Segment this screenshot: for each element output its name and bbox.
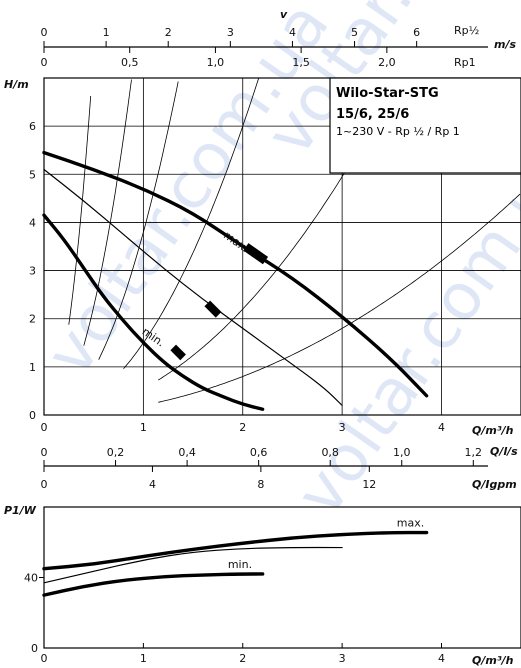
head-y-tick-label: 3 <box>29 265 36 278</box>
velocity-rphalf-tick-label: 6 <box>413 26 420 39</box>
head-y-ticks: 0 1 2 3 4 5 6 <box>29 120 36 422</box>
velocity-rp1-tick-label: 2,0 <box>378 56 396 69</box>
system-curve <box>158 193 521 403</box>
velocity-rphalf-label: Rp½ <box>454 24 479 37</box>
head-x-axis-label: Q/m³/h <box>472 424 514 437</box>
power-y-tick-label: 0 <box>31 642 38 655</box>
power-frame <box>39 506 521 649</box>
flow-ls-tick-label: 1,0 <box>393 446 411 459</box>
head-axis-label: H/m <box>4 78 29 91</box>
system-curve <box>83 79 132 346</box>
velocity-rphalf-tick-label: 4 <box>289 26 296 39</box>
head-y-tick-label: 1 <box>29 361 36 374</box>
head-x-tick-label: 1 <box>140 421 147 434</box>
flow-igpm-tick-label: 0 <box>41 478 48 491</box>
flow-ls-label: Q/l/s <box>490 445 518 458</box>
velocity-title: v <box>280 8 288 21</box>
power-series-max <box>42 530 429 571</box>
flow-ls-tick-label: 0 <box>41 446 48 459</box>
head-x-tick-label: 3 <box>339 421 346 434</box>
head-series-max <box>42 150 429 398</box>
head-y-tick-label: 0 <box>29 409 36 422</box>
head-y-tick-label: 6 <box>29 120 36 133</box>
system-curve <box>98 81 179 360</box>
flow-ls-tick-label: 0,6 <box>250 446 268 459</box>
power-x-tick-label: 0 <box>41 652 48 665</box>
flow-ls-tick-label: 0,2 <box>107 446 125 459</box>
head-x-tick-label: 2 <box>239 421 246 434</box>
speed-arrow-mark <box>170 344 186 361</box>
velocity-rp1-tick-label: 1,0 <box>207 56 225 69</box>
speed-arrow-mark <box>243 243 269 265</box>
velocity-unit: m/s <box>494 38 516 51</box>
power-x-tick-label: 3 <box>339 652 346 665</box>
velocity-rp1-tick-label: 0,5 <box>121 56 139 69</box>
flow-igpm-tick-label: 8 <box>257 478 264 491</box>
speed-arrow-mark <box>204 300 222 318</box>
flow-ls-tick-label: 1,2 <box>465 446 483 459</box>
power-plot-frame <box>43 506 521 649</box>
flow-igpm-ticks: 0 4 8 12 <box>41 466 376 491</box>
flow-ls-tick-label: 0,8 <box>321 446 339 459</box>
power-x-axis-label: Q/m³/h <box>472 654 514 667</box>
head-y-tick-label: 2 <box>29 313 36 326</box>
head-plot-frame <box>43 77 521 416</box>
head-y-tick-label: 5 <box>29 168 36 181</box>
watermark-text: voltar.com.ua <box>282 129 521 529</box>
flow-igpm-tick-label: 4 <box>149 478 156 491</box>
flow-ls-tick-label: 0,4 <box>178 446 196 459</box>
power-y-tick-label: 40 <box>24 572 38 585</box>
head-series <box>42 150 429 411</box>
product-spec: 1~230 V - Rp ½ / Rp 1 <box>336 125 460 138</box>
velocity-rphalf-tick-label: 5 <box>351 26 358 39</box>
power-series-min <box>42 572 265 597</box>
power-x-tick-label: 4 <box>438 652 445 665</box>
head-y-tick-label: 4 <box>29 216 36 229</box>
velocity-rphalf-tick-label: 0 <box>41 26 48 39</box>
head-x-tick-label: 4 <box>438 421 445 434</box>
power-x-ticks: 0 1 2 3 4 <box>41 652 446 665</box>
power-series <box>42 530 429 597</box>
system-curve <box>123 77 260 370</box>
power-x-tick-label: 1 <box>140 652 147 665</box>
power-series-mid <box>43 546 343 584</box>
velocity-rp1-label: Rp1 <box>454 56 476 69</box>
power-x-tick-label: 2 <box>239 652 246 665</box>
velocity-rp1-ticks: 0 0,5 1,0 1,5 2,0 <box>41 47 396 69</box>
power-annotations: max. min. <box>228 517 424 571</box>
power-annotation-min: min. <box>228 558 252 571</box>
flow-igpm-tick-label: 12 <box>362 478 376 491</box>
velocity-rphalf-ticks: 0 1 2 3 4 5 6 <box>41 26 420 47</box>
velocity-rp1-tick-label: 0 <box>41 56 48 69</box>
product-title: Wilo-Star-STG <box>336 86 439 101</box>
flow-ls-ticks: 0 0,2 0,4 0,6 0,8 1,0 1,2 <box>41 446 483 466</box>
power-axis-label: P1/W <box>4 504 37 517</box>
product-sizes: 15/6, 25/6 <box>336 107 409 122</box>
head-x-tick-label: 0 <box>41 421 48 434</box>
product-info-box <box>329 77 521 174</box>
system-curve <box>68 95 92 325</box>
velocity-rphalf-tick-label: 1 <box>103 26 110 39</box>
power-annotation-max: max. <box>397 517 424 530</box>
power-y-ticks: 0 40 <box>24 572 38 656</box>
velocity-rphalf-tick-label: 2 <box>165 26 172 39</box>
head-series-mid <box>43 168 343 406</box>
head-series-min <box>42 213 265 411</box>
head-x-ticks: 0 1 2 3 4 <box>41 421 446 434</box>
flow-igpm-label: Q/Igpm <box>472 478 517 491</box>
speed-arrows <box>170 243 269 361</box>
velocity-rphalf-tick-label: 3 <box>227 26 234 39</box>
velocity-rp1-tick-label: 1,5 <box>292 56 310 69</box>
